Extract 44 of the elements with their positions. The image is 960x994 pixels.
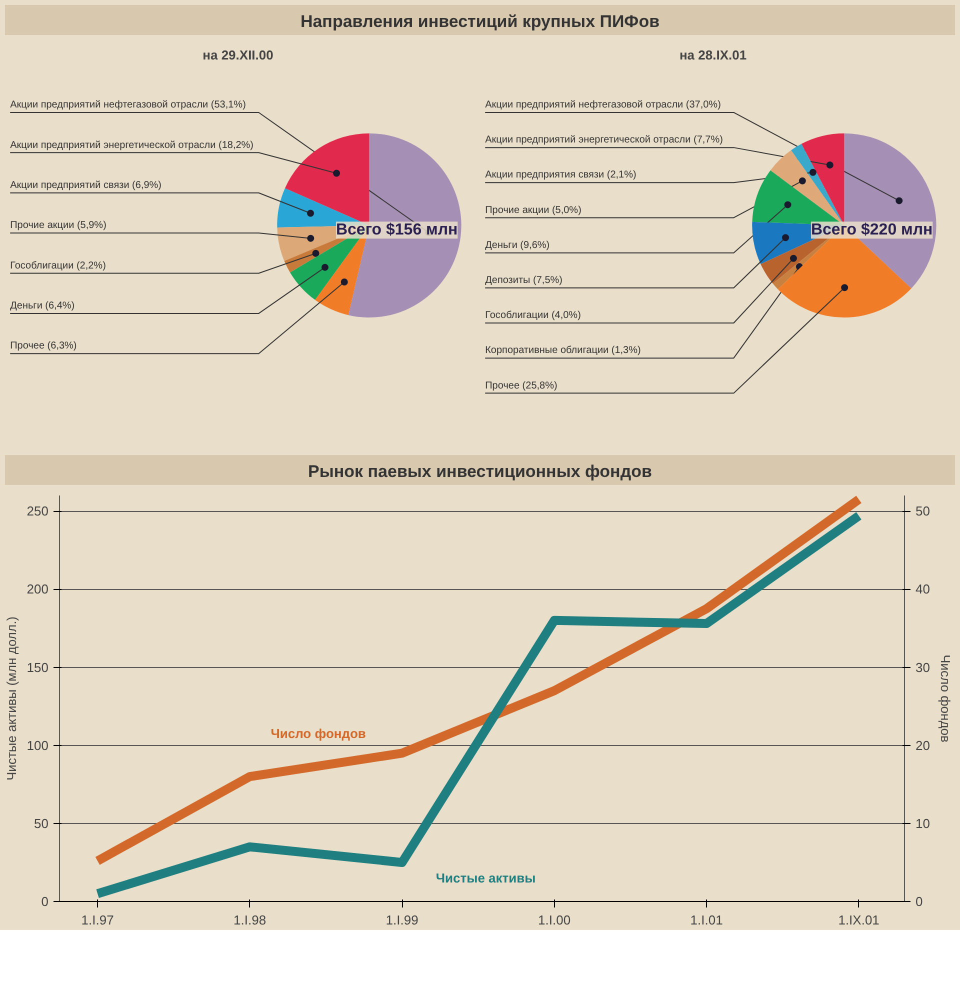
slice-label: Прочее (6,3%): [10, 340, 77, 352]
text: Всего $156 млн: [336, 222, 458, 239]
y2-tick-label: 10: [916, 816, 930, 831]
chart-title: Направления инвестиций крупных ПИФов: [300, 11, 660, 33]
slice-label: Гособлигации (2,2%): [10, 260, 106, 272]
slice-label: Депозиты (7,5%): [485, 275, 562, 286]
text: Всего $220 млн: [810, 222, 933, 239]
y2-tick-label: 0: [916, 894, 923, 909]
y2-tick-label: 40: [916, 582, 930, 597]
y2-tick-label: 50: [916, 504, 930, 519]
y2-tick-label: 20: [916, 738, 930, 753]
y-tick-label: 250: [26, 504, 49, 519]
slice-label: Акции предприятий энергетической отрасли (7,7%): [485, 134, 723, 146]
slice-label: Акции предприятий нефтегазовой отрасли (37,0%): [485, 100, 721, 111]
y-tick-label: 50: [34, 816, 49, 831]
slice-label: Гособлигации (4,0%): [485, 310, 581, 322]
slice-label: Прочие акции (5,0%): [485, 204, 582, 216]
chart-subtitle: на 28.IX.01: [679, 48, 747, 62]
x-tick-label: 1.IX.01: [838, 912, 880, 928]
y-axis-title: Чистые активы (млн долл.): [4, 616, 19, 780]
y2-axis-title: Число фондов: [938, 654, 953, 743]
y-tick-label: 0: [41, 894, 49, 909]
y-tick-label: 100: [26, 738, 49, 753]
slice-label: Акции предприятий энергетической отрасли (18,2%): [10, 140, 254, 151]
slice-label: Акции предприятий связи (6,9%): [10, 180, 162, 191]
y-tick-label: 200: [26, 582, 49, 597]
x-tick-label: 1.I.00: [538, 912, 571, 928]
slice-label: Акции предприятия связи (2,1%): [485, 170, 636, 181]
slice-label: Акции предприятий нефтегазовой отрасли (53,1%): [10, 100, 246, 111]
slice-label: Деньги (9,6%): [485, 240, 550, 251]
x-tick-label: 1.I.98: [234, 912, 266, 928]
slice-label: Корпоративные облигации (1,3%): [485, 345, 641, 356]
chart-title: Рынок паевых инвестиционных фондов: [308, 461, 652, 483]
chart-subtitle: на 29.XII.00: [202, 48, 274, 62]
slice-label: Деньги (6,4%): [10, 300, 75, 312]
text: Чистые активы: [436, 870, 536, 886]
series-label: Число фондов: [270, 726, 366, 741]
slice-label: Прочие акции (5,9%): [10, 220, 106, 232]
x-tick-label: 1.I.97: [81, 912, 114, 928]
y-tick-label: 150: [26, 660, 49, 675]
y2-tick-label: 30: [916, 660, 930, 675]
x-tick-label: 1.I.01: [690, 912, 723, 928]
slice-label: Прочее (25,8%): [485, 380, 558, 392]
x-tick-label: 1.I.99: [386, 912, 418, 928]
